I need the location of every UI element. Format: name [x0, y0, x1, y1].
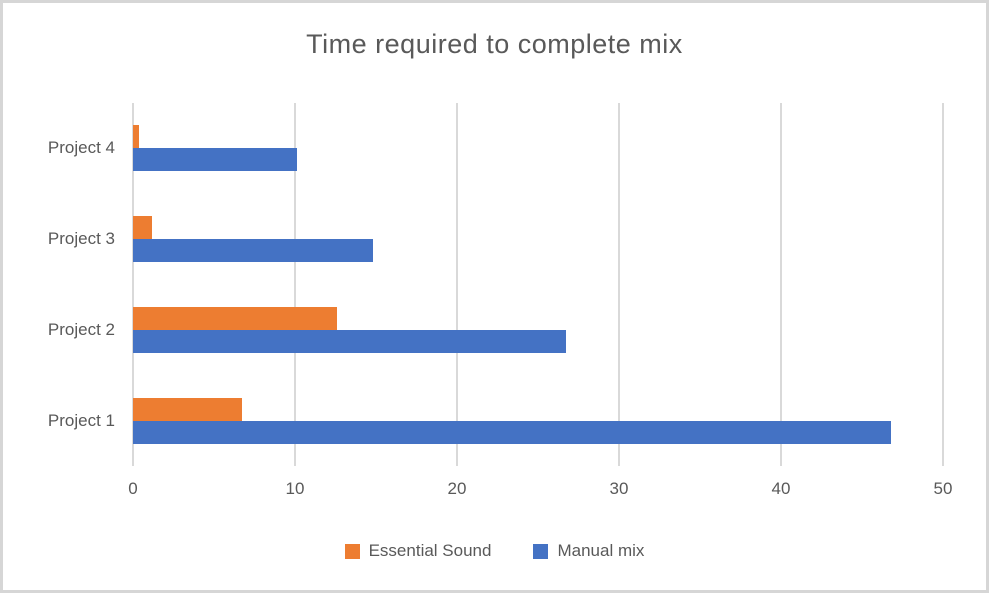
gridline-30: [618, 103, 620, 466]
chart-title: Time required to complete mix: [306, 29, 683, 59]
bar-project-3-manual-mix: [133, 239, 373, 263]
gridline-10: [294, 103, 296, 466]
legend-label-essential-sound: Essential Sound: [368, 541, 492, 560]
gridline-40: [780, 103, 782, 466]
legend-item-manual-mix: Manual mix: [533, 541, 644, 561]
bar-project-1-manual-mix: [133, 420, 892, 444]
bar-project-2-manual-mix: [133, 329, 566, 353]
legend-swatch-essential-sound: [344, 543, 360, 559]
x-tick-label-20: 20: [447, 479, 467, 498]
gridline-0: [132, 103, 134, 466]
bar-project-1-essential-sound: [133, 397, 242, 421]
x-tick-label-50: 50: [933, 479, 953, 498]
legend-label-manual-mix: Manual mix: [557, 541, 645, 560]
bar-project-2-essential-sound: [133, 306, 338, 330]
gridline-50: [942, 103, 944, 466]
x-axis-tick-labels: 0 10 20 30 40 50: [128, 477, 952, 501]
legend: Essential Sound Manual mix: [3, 541, 986, 561]
bar-project-4-essential-sound: [133, 125, 140, 149]
category-label-project-1: Project 1: [47, 410, 115, 430]
legend-swatch-manual-mix: [533, 543, 549, 559]
bar-project-3-essential-sound: [133, 216, 153, 240]
legend-item-essential-sound: Essential Sound: [344, 541, 492, 561]
y-axis-category-labels: Project 4 Project 3 Project 2 Project 1: [3, 103, 115, 466]
plot-area: [132, 103, 944, 466]
category-label-project-3: Project 3: [47, 229, 115, 249]
gridline-20: [456, 103, 458, 466]
category-label-project-4: Project 4: [47, 138, 115, 158]
bar-project-4-manual-mix: [133, 148, 297, 172]
category-label-project-2: Project 2: [47, 319, 115, 339]
x-tick-label-0: 0: [128, 479, 138, 498]
x-tick-label-40: 40: [771, 479, 791, 498]
x-tick-label-10: 10: [285, 479, 305, 498]
x-tick-label-30: 30: [609, 479, 629, 498]
